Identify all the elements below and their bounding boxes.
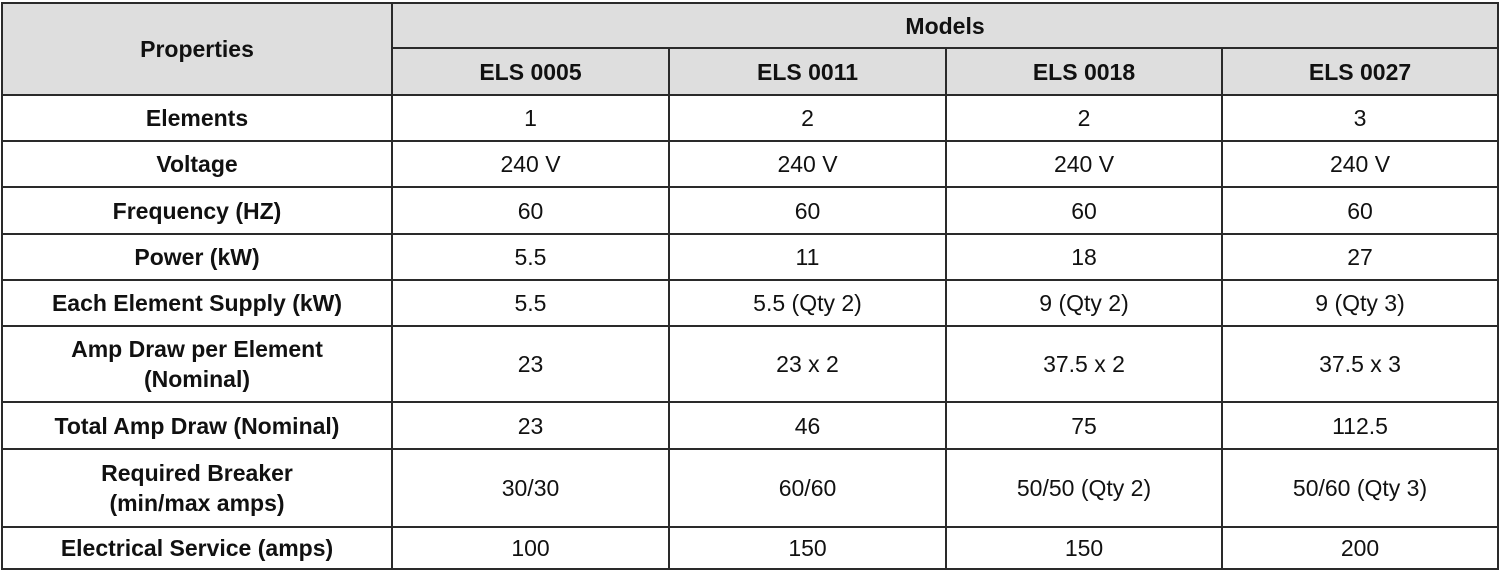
cell-value: 60 — [1220, 186, 1500, 235]
cell-value: 30/30 — [391, 448, 670, 528]
cell-value: 60/60 — [668, 448, 947, 528]
cell-value: 23 x 2 — [668, 325, 947, 403]
cell-value: 37.5 x 3 — [1220, 325, 1500, 403]
row-label: Total Amp Draw (Nominal) — [1, 401, 393, 450]
cell-value: 60 — [391, 186, 670, 235]
cell-value: 5.5 (Qty 2) — [668, 279, 947, 327]
cell-value: 3 — [1220, 94, 1500, 142]
table-head: Properties Models ELS 0005 ELS 0011 ELS 00… — [1, 2, 1500, 96]
models-header: Models — [390, 2, 1500, 49]
cell-value: 23 — [391, 401, 670, 450]
cell-value: 37.5 x 2 — [945, 325, 1223, 403]
row-label: Power (kW) — [1, 233, 393, 281]
cell-value: 100 — [391, 526, 670, 570]
row-label: Amp Draw per Element (Nominal) — [1, 325, 393, 403]
cell-value: 46 — [668, 401, 947, 450]
cell-value: 150 — [945, 526, 1223, 570]
cell-value: 150 — [668, 526, 947, 570]
cell-value: 11 — [668, 233, 947, 281]
cell-value: 9 (Qty 3) — [1220, 279, 1500, 327]
header-row: Properties Models — [1, 2, 1500, 96]
table-row: Required Breaker (min/max amps) 30/30 60/6… — [1, 448, 1500, 528]
cell-value: 240 V — [668, 140, 947, 188]
cell-value: 23 — [391, 325, 670, 403]
cell-value: 240 V — [1220, 140, 1500, 188]
cell-value: 240 V — [391, 140, 670, 188]
cell-value: 2 — [945, 94, 1223, 142]
cell-value: 112.5 — [1220, 401, 1500, 450]
row-label: Electrical Service (amps) — [1, 526, 393, 570]
table-row: Total Amp Draw (Nominal) 23 46 75 112.5 — [1, 401, 1500, 450]
cell-value: 75 — [945, 401, 1223, 450]
cell-value: 60 — [668, 186, 947, 235]
cell-value: 240 V — [945, 140, 1223, 188]
cell-value: 5.5 — [391, 233, 670, 281]
table-row: Voltage 240 V 240 V 240 V 240 V — [1, 140, 1500, 188]
model-row: ELS 0005 ELS 0011 ELS 0018 ELS 0027 — [2, 47, 1500, 96]
model-name: ELS 0005 — [391, 47, 670, 96]
table-row: Amp Draw per Element (Nominal) 23 23 x 2 37… — [1, 325, 1500, 403]
cell-value: 200 — [1220, 526, 1500, 570]
table-row: Each Element Supply (kW) 5.5 5.5 (Qty 2) 9 … — [1, 279, 1500, 327]
row-label: Voltage — [1, 140, 393, 188]
cell-value: 60 — [945, 186, 1223, 235]
model-name: ELS 0018 — [945, 47, 1223, 96]
cell-value: 50/50 (Qty 2) — [945, 448, 1223, 528]
cell-value: 27 — [1220, 233, 1500, 281]
table-row: Electrical Service (amps) 100 150 150 200 — [1, 526, 1500, 570]
properties-header: Properties — [1, 2, 393, 96]
cell-value: 5.5 — [391, 279, 670, 327]
row-label: Required Breaker (min/max amps) — [1, 448, 393, 528]
model-name: ELS 0027 — [1220, 47, 1500, 96]
cell-value: 50/60 (Qty 3) — [1220, 448, 1500, 528]
cell-value: 2 — [668, 94, 947, 142]
row-label: Frequency (HZ) — [1, 186, 393, 235]
model-name: ELS 0011 — [668, 47, 947, 96]
cell-value: 1 — [391, 94, 670, 142]
cell-value: 9 (Qty 2) — [945, 279, 1223, 327]
row-label: Elements — [1, 94, 393, 142]
table-row: Elements 1 2 2 3 — [1, 94, 1500, 142]
table-row: Frequency (HZ) 60 60 60 60 — [1, 186, 1500, 235]
row-label: Each Element Supply (kW) — [1, 279, 393, 327]
cell-value: 18 — [945, 233, 1223, 281]
table-row: Power (kW) 5.5 11 18 27 — [1, 233, 1500, 281]
